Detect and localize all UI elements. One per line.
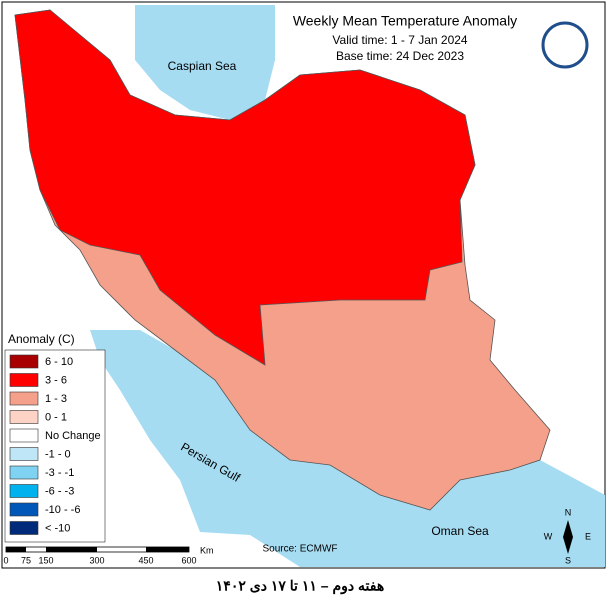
- scale-label: 150: [38, 555, 53, 565]
- scale-segment: [146, 547, 189, 552]
- footer-caption: هفته دوم – ۱۱ تا ۱۷ دی ۱۴۰۲: [216, 578, 384, 595]
- legend-swatch: [9, 521, 39, 535]
- logo: [541, 21, 589, 69]
- sea-label: Caspian Sea: [168, 59, 237, 73]
- sea-label: Oman Sea: [431, 524, 489, 538]
- compass-w: W: [544, 531, 553, 541]
- valid-time: Valid time: 1 - 7 Jan 2024: [332, 33, 468, 47]
- legend-label: 1 - 3: [45, 393, 67, 405]
- gulf-and-sea: [90, 330, 605, 567]
- scale-unit: Km: [200, 545, 214, 555]
- legend-label: -1 - 0: [45, 448, 71, 460]
- scale-segment: [46, 547, 97, 552]
- scale-label: 600: [181, 555, 196, 565]
- legend-swatch: [9, 502, 39, 517]
- scale-segment: [6, 547, 26, 552]
- compass-n: N: [565, 507, 572, 517]
- scale-label: 300: [89, 555, 104, 565]
- legend-swatch: [9, 447, 39, 461]
- legend-swatch: [9, 410, 39, 424]
- scale-label: 450: [138, 555, 153, 565]
- iran-anomaly-3-6: [14, 9, 476, 366]
- legend-label: -6 - -3: [45, 485, 74, 497]
- legend-swatch: [9, 373, 39, 387]
- legend-label: 6 - 10: [45, 356, 73, 368]
- legend-swatch: [9, 391, 39, 406]
- legend-label: -10 - -6: [45, 504, 80, 516]
- base-time: Base time: 24 Dec 2023: [336, 49, 464, 63]
- legend-label: 3 - 6: [45, 374, 67, 386]
- legend-label: 0 - 1: [45, 411, 67, 423]
- source: Source: ECMWF: [262, 544, 337, 555]
- legend-label: -3 - -1: [45, 467, 74, 479]
- legend-swatch: [9, 465, 39, 480]
- legend-swatch: [9, 484, 39, 498]
- scale-label: 75: [21, 555, 31, 565]
- compass-e: E: [585, 531, 591, 541]
- scale-label: 0: [3, 555, 8, 565]
- legend-swatch: [9, 428, 39, 443]
- compass-s: S: [565, 555, 571, 565]
- legend-label: No Change: [45, 430, 101, 442]
- legend-title: Anomaly (C): [8, 332, 75, 346]
- legend-label: < -10: [45, 522, 70, 534]
- legend-swatch: [9, 354, 39, 369]
- title: Weekly Mean Temperature Anomaly: [293, 13, 517, 29]
- compass-rose: [563, 520, 573, 554]
- caspian-sea: [135, 5, 275, 120]
